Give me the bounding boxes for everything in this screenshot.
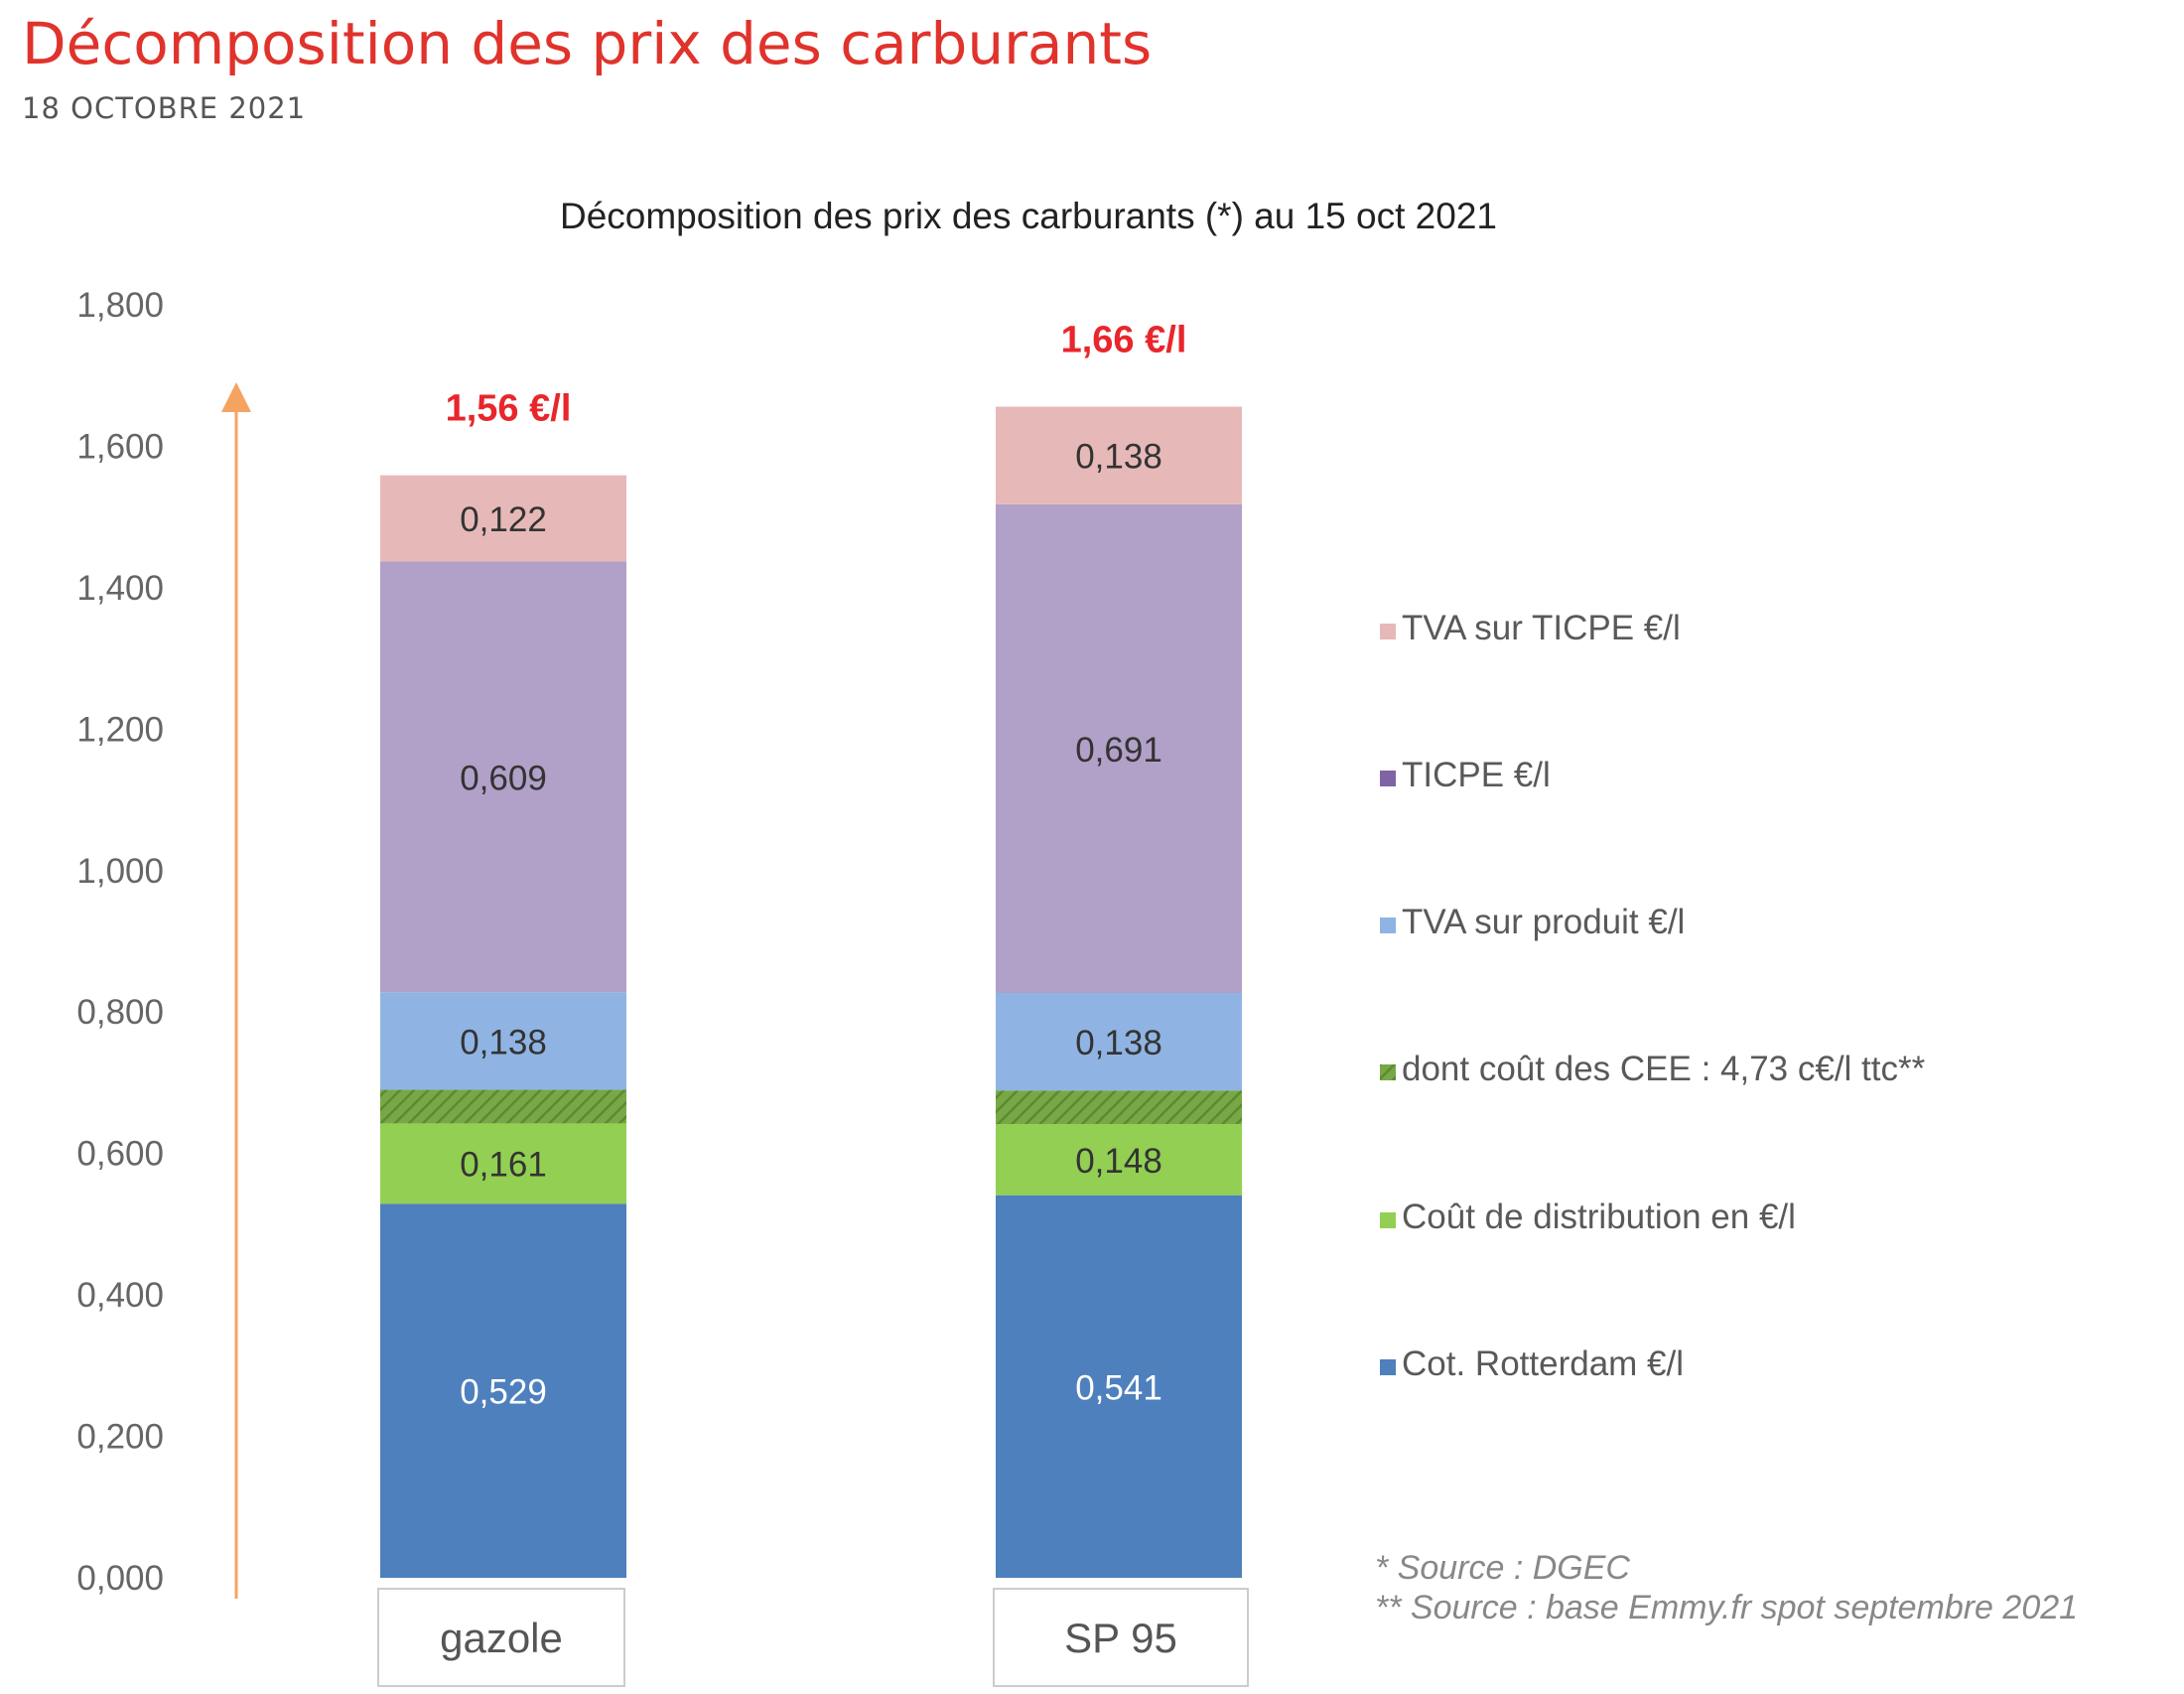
bar-segment-hatched bbox=[380, 1089, 626, 1124]
legend-swatch bbox=[1380, 771, 1396, 786]
legend-label: Coût de distribution en €/l bbox=[1402, 1198, 1796, 1236]
data-label: 0,138 bbox=[460, 1023, 547, 1061]
category-label: gazole bbox=[440, 1615, 563, 1661]
legend-label: dont coût des CEE : 4,73 c€/l ttc** bbox=[1402, 1050, 1926, 1088]
data-label: 0,161 bbox=[460, 1146, 547, 1185]
bar-segment bbox=[380, 475, 626, 562]
y-tick-label: 1,000 bbox=[76, 852, 164, 891]
bar-segment bbox=[380, 992, 626, 1090]
bar-segment bbox=[996, 1195, 1242, 1578]
bar-segment-hatched bbox=[996, 1090, 1242, 1124]
data-label: 0,609 bbox=[460, 759, 547, 797]
legend-label: TICPE €/l bbox=[1402, 756, 1551, 794]
y-tick-label: 0,000 bbox=[76, 1559, 164, 1598]
source-note: ** Source : base Emmy.fr spot septembre … bbox=[1375, 1589, 2078, 1626]
data-label: 0,122 bbox=[460, 500, 547, 539]
total-label: 1,66 €/l bbox=[1061, 320, 1187, 361]
category-box bbox=[377, 1588, 625, 1687]
data-label: 0,148 bbox=[1075, 1142, 1162, 1181]
source-note: * Source : DGEC bbox=[1375, 1549, 1630, 1587]
data-label: 0,138 bbox=[1075, 438, 1162, 477]
y-tick-label: 1,800 bbox=[76, 286, 164, 325]
data-label: 0,138 bbox=[1075, 1024, 1162, 1062]
bar-segment bbox=[996, 503, 1242, 993]
y-tick-label: 1,400 bbox=[76, 569, 164, 608]
legend-swatch bbox=[1380, 624, 1396, 639]
data-label: 0,541 bbox=[1075, 1368, 1162, 1407]
legend-swatch bbox=[1380, 1212, 1396, 1228]
category-label: SP 95 bbox=[1064, 1615, 1177, 1661]
legend-label: TVA sur produit €/l bbox=[1402, 903, 1685, 941]
legend-swatch bbox=[1380, 918, 1396, 933]
y-tick-label: 0,400 bbox=[76, 1276, 164, 1315]
category-box bbox=[993, 1588, 1249, 1687]
bar-segment bbox=[380, 561, 626, 993]
chart-title: Décomposition des prix des carburants (*… bbox=[560, 196, 1497, 236]
bar-segment bbox=[996, 406, 1242, 504]
y-tick-label: 0,600 bbox=[76, 1135, 164, 1174]
legend-swatch bbox=[1380, 1359, 1396, 1375]
data-label: 0,691 bbox=[1075, 731, 1162, 770]
y-tick-label: 0,200 bbox=[76, 1418, 164, 1457]
y-tick-label: 1,600 bbox=[76, 427, 164, 466]
y-tick-label: 1,200 bbox=[76, 710, 164, 749]
bar-segment bbox=[380, 1203, 626, 1578]
legend-swatch bbox=[1380, 1064, 1396, 1080]
total-label: 1,56 €/l bbox=[446, 388, 572, 430]
page-date: 18 OCTOBRE 2021 bbox=[22, 91, 307, 125]
y-tick-label: 0,800 bbox=[76, 993, 164, 1032]
page-title: Décomposition des prix des carburants bbox=[22, 10, 1153, 77]
legend-label: Cot. Rotterdam €/l bbox=[1402, 1344, 1684, 1383]
data-label: 0,529 bbox=[460, 1373, 547, 1412]
bar-segment bbox=[996, 992, 1242, 1091]
legend-label: TVA sur TICPE €/l bbox=[1402, 609, 1681, 647]
